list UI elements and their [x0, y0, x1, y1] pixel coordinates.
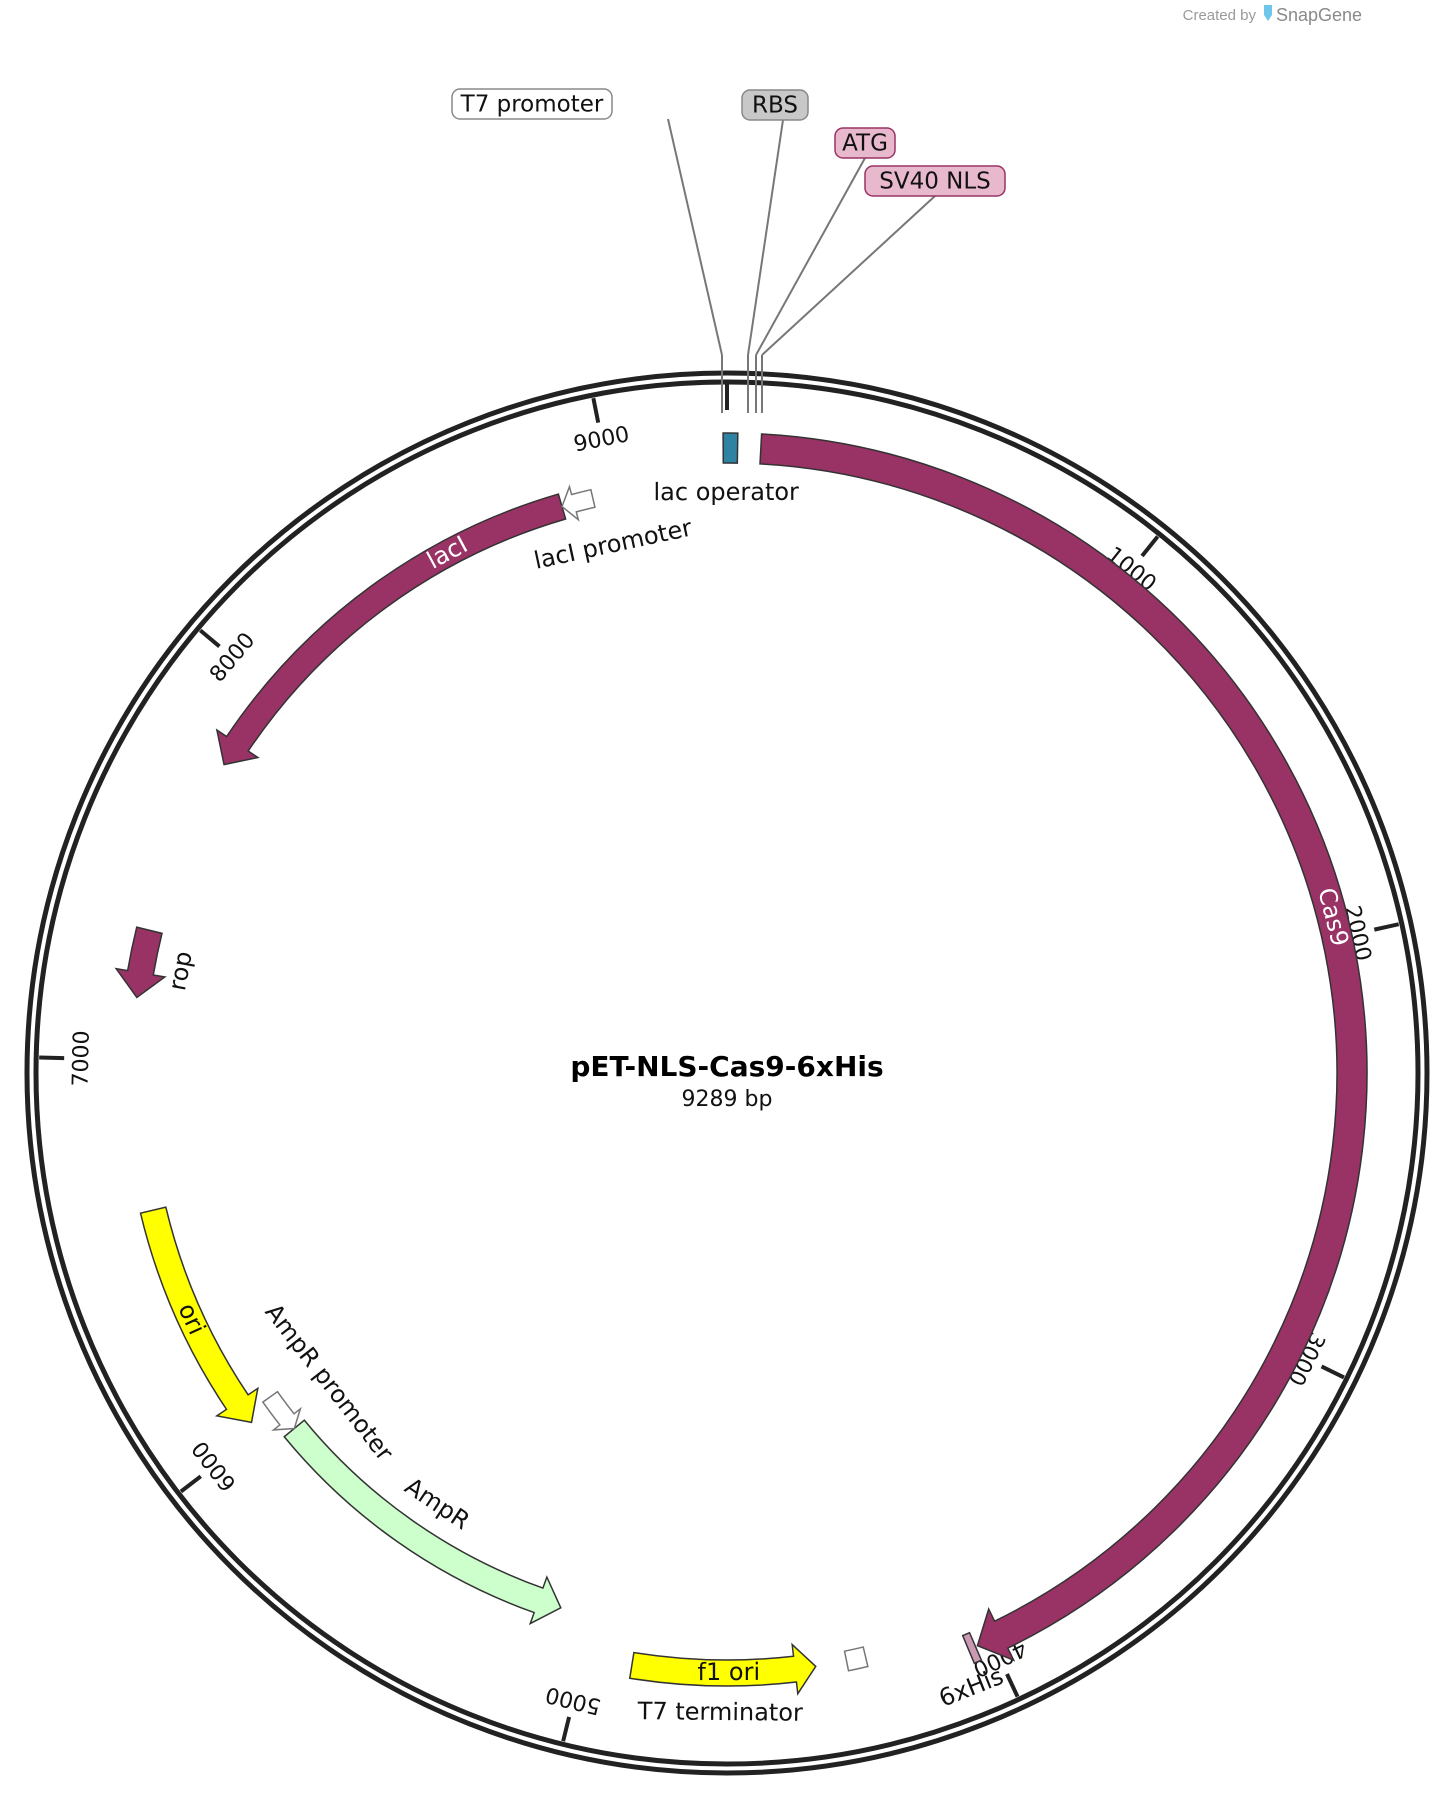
feature-laci_promoter[interactable]	[561, 484, 596, 522]
feature-t7_terminator[interactable]	[843, 1646, 869, 1672]
credit-brand: SnapGene	[1276, 5, 1362, 25]
feature-label-lac_operator: lac operator	[653, 478, 799, 506]
callout-label: T7 promoter	[460, 92, 604, 118]
callout-label: SV40 NLS	[879, 169, 991, 195]
callout-box[interactable]	[741, 89, 809, 121]
tick-mark	[1320, 1364, 1345, 1380]
callout-leader-line	[747, 119, 784, 356]
tick-mark	[199, 628, 221, 648]
tick-mark	[561, 1716, 572, 1742]
callout-leader-line	[761, 195, 936, 356]
tick-mark	[39, 1055, 65, 1061]
callout-label: ATG	[842, 131, 888, 157]
callout-box[interactable]	[451, 88, 613, 120]
feature-label-rop: rop	[163, 949, 198, 993]
tick-label: 6000	[188, 1436, 242, 1496]
tick-label: 8000	[205, 628, 260, 687]
backbone-inner-circle	[33, 379, 1421, 1767]
tick-mark	[179, 1474, 202, 1494]
feature-ori[interactable]	[139, 1206, 259, 1424]
backbone	[24, 370, 1430, 1776]
feature-cas9[interactable]	[759, 433, 1368, 1662]
callout-label: RBS	[752, 93, 798, 119]
feature-label-t7_terminator: T7 terminator	[637, 1697, 804, 1727]
tick-label: 7000	[69, 1030, 95, 1087]
feature-laci[interactable]	[215, 493, 567, 766]
snapgene-logo-icon	[1264, 5, 1272, 21]
backbone-outer-circle	[24, 370, 1430, 1776]
tick-label: 5000	[543, 1681, 603, 1719]
tick-mark	[591, 397, 601, 424]
callout-box[interactable]	[834, 127, 896, 159]
feature-ampr_promoter[interactable]	[261, 1390, 302, 1431]
tick-label: 9000	[572, 422, 632, 457]
callout-leader-line	[667, 118, 723, 356]
callout-leader-line	[755, 157, 866, 356]
feature-label-his6: 6xHis	[935, 1662, 1007, 1713]
feature-rop[interactable]	[114, 926, 167, 999]
callout-box[interactable]	[864, 165, 1006, 197]
feature-ampr[interactable]	[283, 1419, 562, 1626]
snapgene-credit: Created by SnapGene	[1183, 5, 1362, 25]
plasmid-name: pET-NLS-Cas9-6xHis	[570, 1050, 883, 1083]
tick-mark	[1140, 535, 1160, 558]
feature-f1_ori[interactable]	[628, 1642, 817, 1696]
tick-mark	[1005, 1673, 1020, 1698]
tick-mark	[1373, 922, 1400, 932]
credit-prefix: Created by	[1183, 7, 1257, 24]
feature-label-ampr_promoter: AmpR promoter	[259, 1298, 398, 1466]
feature-label-f1_ori: f1 ori	[697, 1658, 760, 1686]
callouts: T7 promoter RBS ATG SV40 NLS	[451, 88, 1006, 413]
feature-his6[interactable]	[961, 1631, 983, 1665]
feature-lac_operator[interactable]	[722, 432, 739, 464]
plasmid-size: 9289 bp	[682, 1087, 773, 1112]
